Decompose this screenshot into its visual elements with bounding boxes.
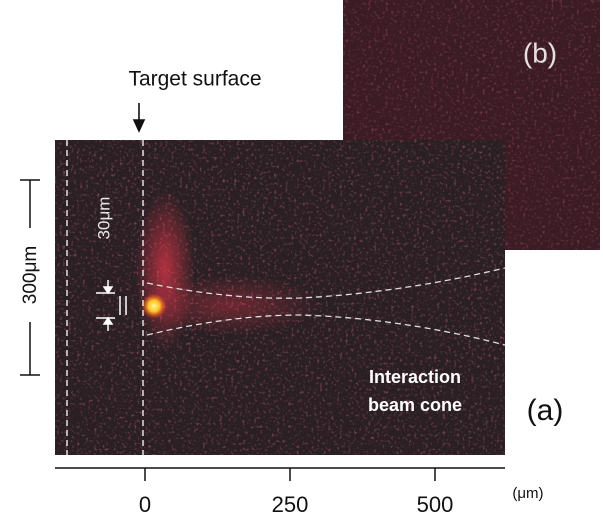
cone-label: Interaction <box>369 367 461 387</box>
tick-label: 250 <box>272 492 309 517</box>
plasma-glow <box>140 275 320 335</box>
cone-label: beam cone <box>368 395 462 415</box>
scale-label: 300μm <box>20 246 41 304</box>
tick-label: 0 <box>139 492 151 517</box>
target-arrow <box>134 103 144 131</box>
figure: (b) 30μm Interaction beam cone (a) Targe… <box>0 0 603 525</box>
tick-label: 500 <box>417 492 454 517</box>
gap-label: 30μm <box>94 197 113 240</box>
axis-unit: (μm) <box>512 485 543 502</box>
target-label: Target surface <box>128 68 261 91</box>
panel-label: (b) <box>523 37 557 68</box>
panel-label: (a) <box>527 394 564 427</box>
hot-spot <box>141 293 167 319</box>
